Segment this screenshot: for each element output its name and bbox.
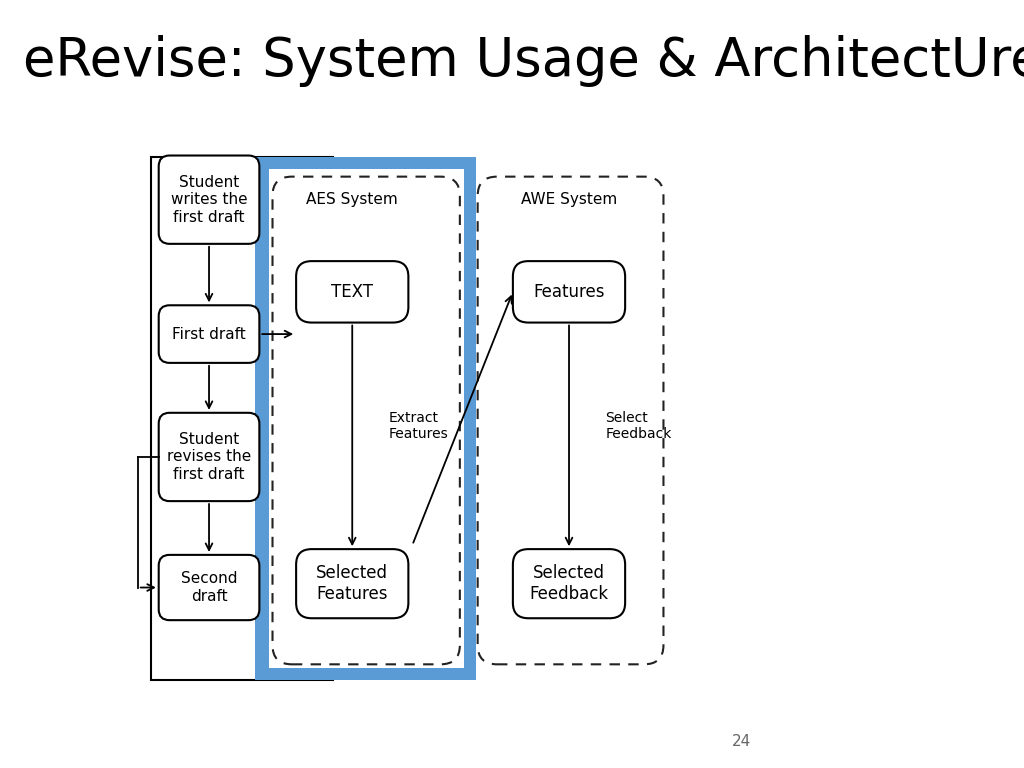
Text: Extract
Features: Extract Features: [389, 411, 449, 442]
Text: Student
revises the
first dra⁠ft: Student revises the first dra⁠ft: [167, 432, 251, 482]
FancyBboxPatch shape: [159, 155, 259, 244]
Text: 24: 24: [732, 733, 751, 749]
Text: TEXT: TEXT: [331, 283, 373, 301]
Text: Selected
Features: Selected Features: [316, 564, 388, 603]
Text: AES System: AES System: [306, 192, 398, 207]
Text: Selected
Feedback: Selected Feedback: [529, 564, 608, 603]
Text: Second
draft: Second draft: [181, 571, 238, 604]
FancyBboxPatch shape: [159, 413, 259, 502]
Text: Select
Feedback: Select Feedback: [605, 411, 672, 442]
FancyBboxPatch shape: [268, 169, 464, 668]
FancyBboxPatch shape: [513, 549, 625, 618]
FancyBboxPatch shape: [513, 261, 625, 323]
Text: eRevise: System Usage & ArchitectUre: eRevise: System Usage & ArchitectUre: [24, 35, 1024, 87]
FancyBboxPatch shape: [296, 549, 409, 618]
FancyBboxPatch shape: [159, 554, 259, 621]
FancyBboxPatch shape: [151, 157, 333, 680]
FancyBboxPatch shape: [159, 306, 259, 363]
FancyBboxPatch shape: [255, 157, 476, 680]
Text: AWE System: AWE System: [521, 192, 617, 207]
FancyBboxPatch shape: [296, 261, 409, 323]
Text: First dra⁠ft: First dra⁠ft: [172, 326, 246, 342]
Text: Features: Features: [534, 283, 605, 301]
Text: Student
writes the
first dra⁠ft: Student writes the first dra⁠ft: [171, 175, 248, 224]
